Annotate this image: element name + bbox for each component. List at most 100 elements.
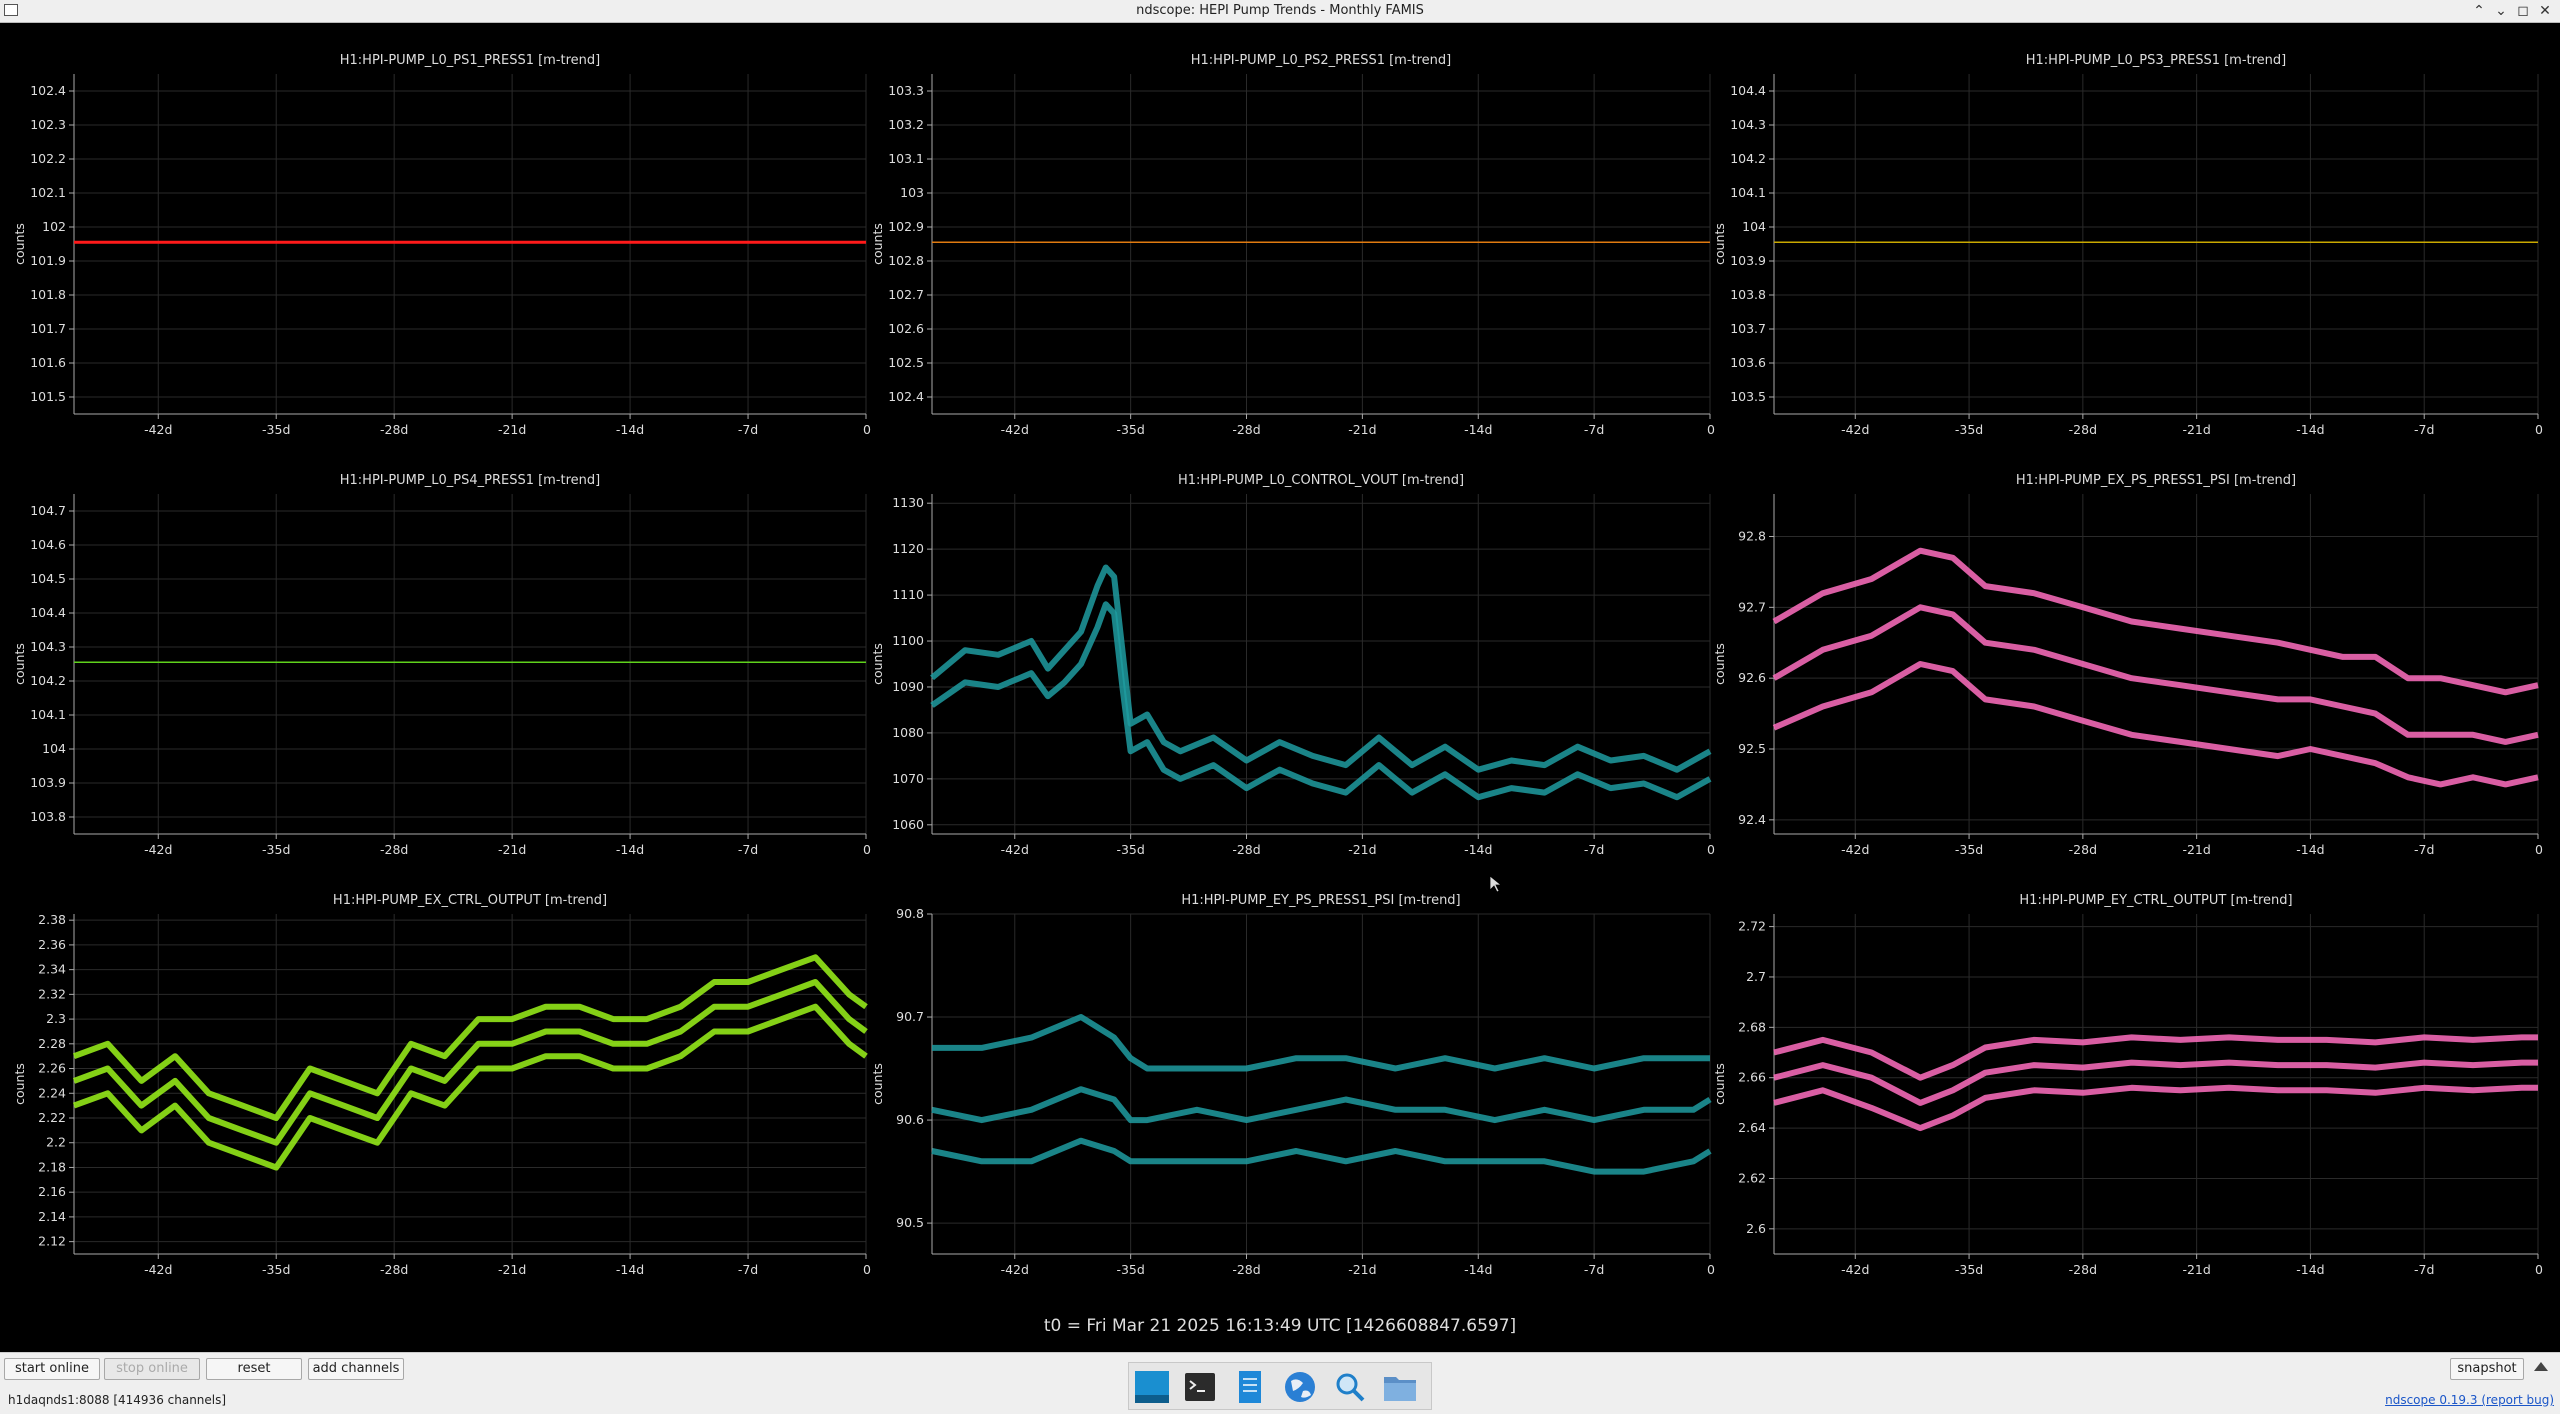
plot-7-ytick-label-0: 2.12 — [38, 1234, 66, 1249]
plot-7-title: H1:HPI-PUMP_EX_CTRL_OUTPUT [m-trend] — [333, 893, 607, 908]
plot-7-xtick-label-5: -7d — [738, 1262, 758, 1277]
plot-5-ylabel: counts — [870, 643, 885, 685]
search-magnifier-icon[interactable] — [1331, 1369, 1369, 1405]
plot-5-title: H1:HPI-PUMP_L0_CONTROL_VOUT [m-trend] — [1178, 473, 1464, 488]
plot-2-ytick-label-8: 103.2 — [888, 117, 924, 132]
plot-2-title: H1:HPI-PUMP_L0_PS2_PRESS1 [m-trend] — [1191, 53, 1452, 68]
close-icon[interactable]: ✕ — [2539, 3, 2551, 19]
plot-3-ytick-label-0: 103.5 — [1730, 389, 1766, 404]
plot-1-ytick-label-8: 102.3 — [30, 117, 66, 132]
plot-7-ytick-label-3: 2.18 — [38, 1159, 66, 1174]
plot-9-series-0 — [1773, 1034, 2538, 1081]
terminal-icon[interactable] — [1181, 1369, 1219, 1405]
plot-8-xtick-label-3: -21d — [1348, 1262, 1376, 1277]
plot-7-xtick-label-4: -14d — [616, 1262, 644, 1277]
plot-1-xtick-label-3: -21d — [498, 422, 526, 437]
plot-3-title: H1:HPI-PUMP_L0_PS3_PRESS1 [m-trend] — [2026, 53, 2287, 68]
plot-1-xtick-label-1: -35d — [262, 422, 290, 437]
plot-9-ytick-label-2: 2.64 — [1738, 1120, 1766, 1135]
plot-9-ytick-label-5: 2.7 — [1746, 969, 1766, 984]
plot-3-xtick-label-4: -14d — [2296, 422, 2324, 437]
plot-3-ytick-label-6: 104.1 — [1730, 185, 1766, 200]
plot-7-ytick-label-11: 2.34 — [38, 962, 66, 977]
expand-up-icon[interactable] — [2534, 1362, 2548, 1371]
plot-3-ylabel: counts — [1712, 223, 1727, 265]
start-online-button[interactable]: start online — [4, 1358, 100, 1380]
maximize-icon[interactable]: ◻ — [2517, 3, 2529, 19]
plot-5-ytick-label-0: 1060 — [892, 817, 924, 832]
plot-4-xtick-label-1: -35d — [262, 842, 290, 857]
plot-8-xtick-label-0: -42d — [1001, 1262, 1029, 1277]
plot-7-ylabel: counts — [12, 1063, 27, 1105]
plot-3-ytick-label-1: 103.6 — [1730, 355, 1766, 370]
plot-6-series-2 — [1772, 661, 2539, 788]
browser-globe-icon[interactable] — [1281, 1369, 1319, 1405]
plot-grid[interactable]: H1:HPI-PUMP_L0_PS1_PRESS1 [m-trend] 101.5… — [0, 24, 2560, 1314]
plot-6-xtick-label-2: -28d — [2069, 842, 2097, 857]
plot-2-xtick-label-4: -14d — [1464, 422, 1492, 437]
plot-4-xtick-label-0: -42d — [144, 842, 172, 857]
plot-1-ytick-label-0: 101.5 — [30, 389, 66, 404]
plot-6-xtick-label-1: -35d — [1955, 842, 1983, 857]
file-manager-folder-icon[interactable] — [1381, 1369, 1419, 1405]
plot-3-xtick-label-3: -21d — [2182, 422, 2210, 437]
plot-7-xtick-label-3: -21d — [498, 1262, 526, 1277]
report-bug-link[interactable]: (report bug) — [2481, 1393, 2554, 1407]
plot-7-xtick-label-6: 0 — [863, 1262, 871, 1277]
plot-5-xtick-label-0: -42d — [1001, 842, 1029, 857]
plot-8-ylabel: counts — [870, 1063, 885, 1105]
plot-5-series-0 — [930, 564, 1712, 773]
plot-4-ytick-label-0: 103.8 — [30, 809, 66, 824]
plot-9-ytick-label-1: 2.62 — [1738, 1170, 1766, 1185]
plot-5-xtick-label-5: -7d — [1584, 842, 1604, 857]
plot-9-series-2 — [1773, 1084, 2538, 1132]
plot-5-ytick-label-2: 1080 — [892, 725, 924, 740]
plot-8-ytick-label-0: 90.5 — [896, 1215, 924, 1230]
plot-9-ytick-label-0: 2.6 — [1746, 1221, 1766, 1236]
plot-7-ytick-label-5: 2.22 — [38, 1110, 66, 1125]
plot-2-ytick-label-2: 102.6 — [888, 321, 924, 336]
plot-5-ytick-label-3: 1090 — [892, 679, 924, 694]
plot-7-xtick-label-1: -35d — [262, 1262, 290, 1277]
plot-2-xtick-label-3: -21d — [1348, 422, 1376, 437]
version-text[interactable]: ndscope 0.19.3 — [2385, 1393, 2478, 1407]
plot-1-ylabel: counts — [12, 223, 27, 265]
plot-2-xtick-label-6: 0 — [1707, 422, 1715, 437]
plot-3-xtick-label-0: -42d — [1841, 422, 1869, 437]
plot-7-ytick-label-2: 2.16 — [38, 1184, 66, 1199]
reset-button[interactable]: reset — [206, 1358, 302, 1380]
plot-2-ytick-label-7: 103.1 — [888, 151, 924, 166]
plot-9-xtick-label-4: -14d — [2296, 1262, 2324, 1277]
plot-5-ytick-label-1: 1070 — [892, 771, 924, 786]
text-editor-icon[interactable] — [1231, 1369, 1269, 1405]
plot-7-ytick-label-1: 2.14 — [38, 1209, 66, 1224]
plot-4-ytick-label-4: 104.2 — [30, 673, 66, 688]
plot-7-series-1 — [72, 979, 868, 1146]
plot-4-xtick-label-4: -14d — [616, 842, 644, 857]
plot-5-ytick-label-4: 1100 — [892, 633, 924, 648]
plot-7-xtick-label-0: -42d — [144, 1262, 172, 1277]
plot-3-ytick-label-8: 104.3 — [1730, 117, 1766, 132]
plot-2-ytick-label-6: 103 — [900, 185, 924, 200]
snapshot-button[interactable]: snapshot — [2450, 1358, 2524, 1380]
version-link[interactable]: ndscope 0.19.3 (report bug) — [2385, 1393, 2554, 1407]
plot-3-xtick-label-1: -35d — [1955, 422, 1983, 437]
plot-2-ytick-label-5: 102.9 — [888, 219, 924, 234]
window-menu-icon[interactable] — [4, 4, 18, 16]
keep-above-icon[interactable]: ⌃ — [2473, 3, 2485, 19]
plot-5-ytick-label-7: 1130 — [892, 495, 924, 510]
plot-4-ytick-label-3: 104.1 — [30, 707, 66, 722]
plot-3-ytick-label-4: 103.9 — [1730, 253, 1766, 268]
add-channels-button[interactable]: add channels — [308, 1358, 404, 1380]
plot-9-xtick-label-1: -35d — [1955, 1262, 1983, 1277]
desktop-icon[interactable] — [1133, 1369, 1171, 1405]
plot-1-xtick-label-2: -28d — [380, 422, 408, 437]
plot-7-ytick-label-12: 2.36 — [38, 937, 66, 952]
plot-5-xtick-label-4: -14d — [1464, 842, 1492, 857]
plot-4-ylabel: counts — [12, 643, 27, 685]
plot-2-ytick-label-9: 103.3 — [888, 83, 924, 98]
minimize-icon[interactable]: ⌄ — [2495, 3, 2507, 19]
taskbar — [1128, 1362, 1432, 1410]
stop-online-button[interactable]: stop online — [104, 1358, 200, 1380]
plot-3-xtick-label-5: -7d — [2414, 422, 2434, 437]
